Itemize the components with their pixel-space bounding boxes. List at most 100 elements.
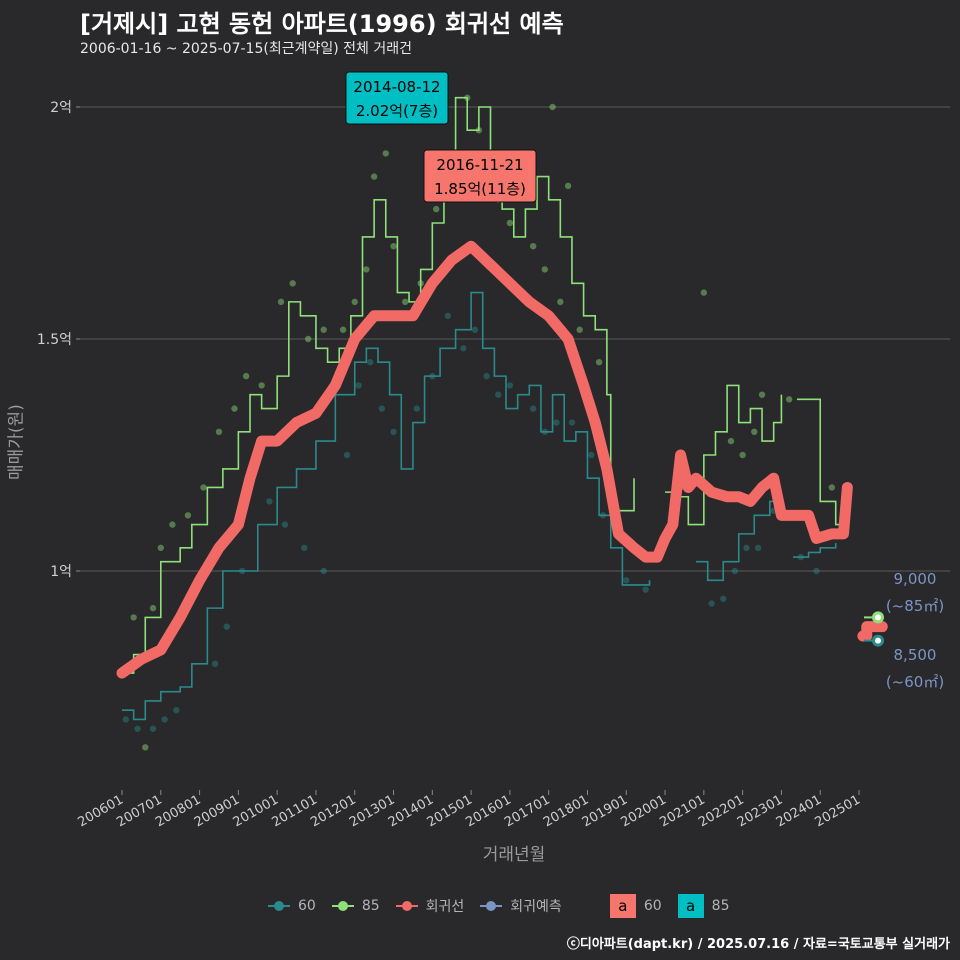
- scatter-point-85: [700, 289, 708, 296]
- forecast-point-center-85: [875, 614, 881, 621]
- forecast-value-label-60: 8,500: [894, 646, 937, 664]
- trend-line: [116, 240, 853, 679]
- scatter-point-85: [727, 437, 735, 445]
- scatter-point-85: [390, 243, 397, 250]
- scatter-point-85: [576, 326, 583, 333]
- scatter-point-60: [134, 725, 141, 732]
- scatter-point-60: [743, 544, 750, 551]
- scatter-point-85: [200, 484, 207, 491]
- scatter-point-60: [355, 382, 362, 389]
- forecast-size-label-85: (~85㎡): [886, 597, 944, 615]
- scatter-point-60: [320, 567, 327, 575]
- scatter-point-60: [444, 312, 452, 319]
- scatter-point-60: [343, 451, 351, 459]
- annotation-value-0: 2.02억(7층): [356, 102, 438, 120]
- scatter-point-85: [370, 173, 378, 180]
- legend-label-85: 85: [361, 898, 380, 914]
- scatter-point-85: [595, 359, 603, 366]
- legend-key-85-icon: [331, 897, 354, 915]
- scatter-point-60: [754, 544, 762, 551]
- scatter-point-85: [277, 298, 285, 306]
- scatter-point-60: [731, 567, 739, 575]
- scatter-point-85: [231, 405, 238, 412]
- scatter-point-60: [367, 359, 374, 366]
- scatter-point-85: [541, 266, 549, 273]
- scatter-point-85: [215, 428, 223, 435]
- scatter-point-60: [471, 326, 479, 333]
- scatter-point-85: [506, 219, 514, 227]
- annotation-box-0: [345, 71, 449, 125]
- scatter-point-85: [289, 280, 296, 287]
- scatter-point-85: [382, 150, 389, 157]
- scatter-point-85: [320, 326, 327, 333]
- page-title: [거제시] 고현 동헌 아파트(1996) 회귀선 예측: [80, 10, 564, 38]
- scatter-point-85: [363, 266, 370, 273]
- scatter-point-60: [813, 567, 820, 575]
- annotation-value-1: 1.85억(11층): [434, 180, 526, 198]
- scatter-point-60: [483, 372, 490, 380]
- scatter-point-60: [378, 405, 386, 412]
- scatter-point-60: [281, 521, 289, 528]
- forecast-size-label-60: (~60㎡): [886, 673, 944, 691]
- scatter-point-85: [758, 391, 766, 398]
- y-tick-label: 1억: [50, 564, 72, 580]
- scatter-point-85: [785, 396, 793, 403]
- scatter-point-85: [739, 451, 746, 459]
- scatter-point-60: [413, 405, 420, 412]
- scatter-point-85: [157, 544, 164, 551]
- scatter-point-85: [549, 103, 556, 111]
- legend-key-forecast-icon: [480, 897, 503, 915]
- legend-item-trend[interactable]: 회귀선: [395, 896, 465, 916]
- forecast-value-label-85: 9,000: [894, 570, 937, 588]
- annotation-date-0: 2014-08-12: [353, 78, 440, 96]
- scatter-point-60: [460, 345, 467, 352]
- scatter-point-60: [173, 707, 180, 714]
- legend-label-forecast: 회귀예측: [510, 899, 562, 915]
- scatter-point-85: [751, 428, 758, 435]
- legend-box-60[interactable]: a 60: [609, 894, 662, 918]
- scatter-point-85: [142, 744, 149, 751]
- scatter-point-60: [623, 577, 630, 584]
- scatter-point-60: [390, 428, 397, 435]
- scatter-point-85: [258, 382, 265, 389]
- scatter-point-85: [130, 614, 137, 621]
- forecast-line: [857, 621, 888, 642]
- scatter-point-85: [401, 298, 409, 306]
- footer-credit: ⓒ디아파트(dapt.kr) / 2025.07.16 / 자료=국토교통부 실…: [566, 937, 950, 952]
- legend-item-85[interactable]: 85: [331, 897, 380, 915]
- scatter-point-60: [506, 382, 514, 389]
- scatter-point-85: [184, 512, 192, 519]
- legend-item-forecast[interactable]: 회귀예측: [480, 896, 562, 916]
- y-tick-label: 2억: [50, 100, 72, 116]
- y-axis-label: 매매가(원): [6, 404, 27, 480]
- scatter-point-60: [161, 716, 168, 723]
- x-axis-label: 거래년월: [482, 845, 546, 865]
- scatter-point-60: [211, 660, 219, 667]
- legend-item-60[interactable]: 60: [268, 897, 316, 915]
- x-tick-label: 202501: [813, 792, 863, 830]
- legend-box-60-label: 60: [643, 898, 662, 914]
- legend-label-trend: 회귀선: [425, 899, 465, 915]
- scatter-point-85: [169, 521, 176, 528]
- scatter-point-60: [223, 623, 230, 630]
- scatter-point-60: [301, 544, 308, 551]
- annotation-date-1: 2016-11-21: [436, 156, 523, 174]
- page-subtitle: 2006-01-16 ~ 2025-07-15(최근계약일) 전체 거래건: [80, 41, 412, 57]
- scatter-point-60: [149, 725, 157, 732]
- scatter-point-85: [557, 298, 564, 306]
- legend-label-60: 60: [298, 898, 316, 914]
- scatter-point-60: [720, 595, 727, 603]
- scatter-point-85: [828, 484, 836, 491]
- legend: 60 85 회귀선 회귀예측 a 60 a 85: [268, 894, 745, 918]
- legend-box-85[interactable]: a 85: [677, 894, 730, 918]
- forecast-point-center-60: [875, 637, 881, 644]
- scatter-point-85: [432, 205, 440, 213]
- legend-key-60-icon: [268, 897, 290, 915]
- legend-key-trend-icon: [395, 897, 418, 915]
- scatter-point-60: [553, 419, 560, 426]
- legend-box-60-glyph: a: [609, 894, 636, 918]
- scatter-point-60: [588, 451, 595, 459]
- legend-box-85-label: 85: [711, 898, 730, 914]
- legend-box-85-glyph: a: [677, 894, 704, 918]
